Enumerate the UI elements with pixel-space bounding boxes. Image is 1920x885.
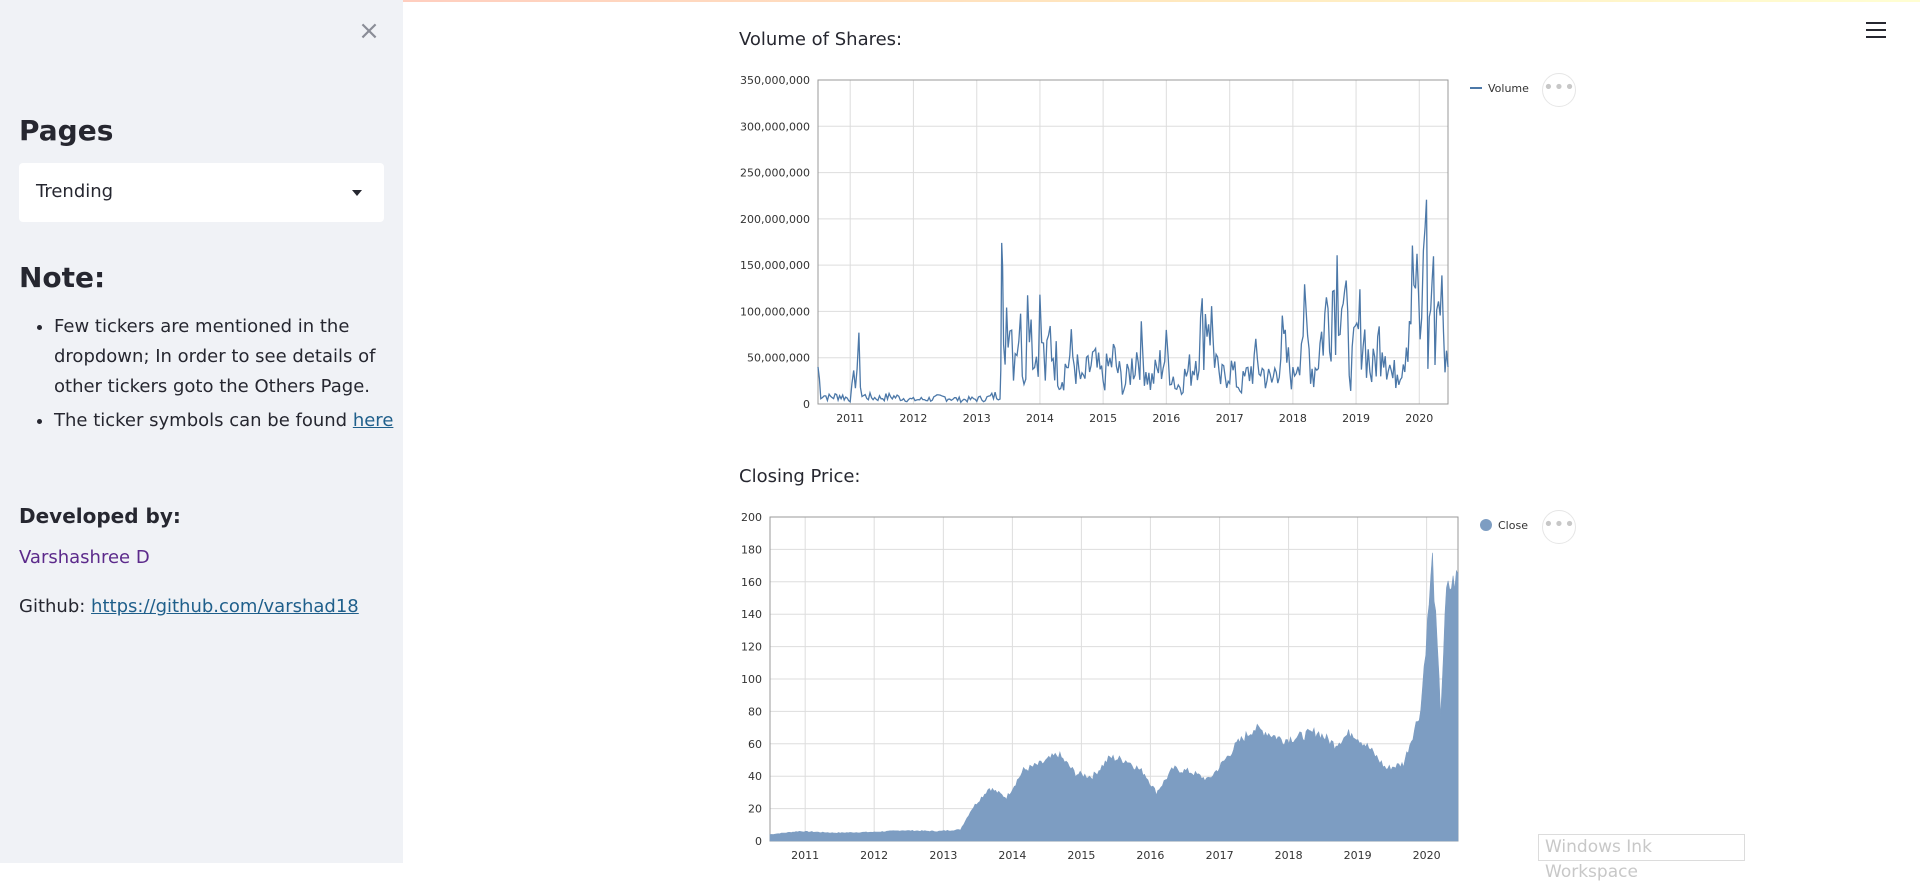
close-chart-more-button[interactable]: •••	[1542, 510, 1576, 544]
more-horizontal-icon: •••	[1543, 77, 1575, 98]
y-tick-label: 80	[748, 705, 762, 718]
plot-frame	[817, 79, 1449, 405]
developed-by-title: Developed by:	[19, 504, 181, 528]
x-tick-label: 2018	[1279, 412, 1307, 425]
y-tick-label: 140	[741, 608, 762, 621]
close-series-area	[769, 552, 1459, 842]
github-line: Github: https://github.com/varshad18	[19, 596, 359, 617]
pages-select[interactable]: Trending	[19, 163, 384, 222]
close-chart: 0 20 40 60 80 100 120 140 160 180 200 2011 2012 2013 2…	[741, 511, 1528, 862]
y-tick-label: 150,000,000	[740, 259, 810, 272]
close-chart-title: Closing Price:	[739, 466, 861, 487]
chevron-down-icon	[352, 190, 362, 196]
top-decoration-bar	[0, 0, 1920, 2]
x-tick-label: 2013	[929, 849, 957, 862]
note-item-text: Few tickers are mentioned in the dropdow…	[54, 316, 376, 397]
y-tick-label: 0	[803, 398, 810, 411]
y-tick-label: 350,000,000	[740, 74, 810, 87]
developer-name: Varshashree D	[19, 547, 150, 568]
hamburger-icon	[1866, 22, 1886, 38]
x-tick-label: 2019	[1344, 849, 1372, 862]
x-tick-label: 2020	[1413, 849, 1441, 862]
legend-label: Volume	[1488, 82, 1529, 95]
x-tick-label: 2014	[998, 849, 1026, 862]
y-tick-label: 100	[741, 673, 762, 686]
y-tick-label: 200	[741, 511, 762, 524]
volume-series-line	[817, 199, 1449, 404]
y-tick-label: 120	[741, 641, 762, 654]
y-tick-label: 100,000,000	[740, 305, 810, 318]
y-tick-label: 200,000,000	[740, 213, 810, 226]
x-tick-label: 2016	[1136, 849, 1164, 862]
volume-chart: 0 50,000,000 100,000,000 150,000,000 200,000…	[740, 74, 1529, 425]
main-menu-button[interactable]	[1866, 22, 1886, 40]
close-icon: ×	[358, 16, 380, 46]
y-tick-label: 50,000,000	[747, 352, 810, 365]
y-tick-label: 250,000,000	[740, 167, 810, 180]
x-tick-label: 2012	[860, 849, 888, 862]
legend-swatch	[1480, 519, 1492, 531]
legend-label: Close	[1498, 519, 1528, 532]
windows-ink-workspace-overlay: Windows Ink Workspace	[1538, 834, 1745, 882]
note-item-text: The ticker symbols can be found	[54, 410, 353, 431]
github-label: Github:	[19, 596, 92, 617]
y-tick-label: 0	[755, 835, 762, 848]
x-tick-label: 2012	[899, 412, 927, 425]
y-tick-label: 40	[748, 770, 762, 783]
sidebar: × Pages Trending Note: Few tickers are m…	[0, 0, 403, 863]
x-tick-label: 2015	[1067, 849, 1095, 862]
x-tick-label: 2013	[963, 412, 991, 425]
y-tick-label: 180	[741, 543, 762, 556]
sidebar-close-button[interactable]: ×	[356, 18, 382, 44]
note-item: The ticker symbols can be found here	[54, 406, 424, 436]
x-tick-label: 2020	[1405, 412, 1433, 425]
x-tick-label: 2014	[1026, 412, 1054, 425]
x-tick-label: 2017	[1206, 849, 1234, 862]
y-tick-label: 20	[748, 803, 762, 816]
volume-chart-more-button[interactable]: •••	[1542, 73, 1576, 107]
ticker-symbols-link[interactable]: here	[352, 410, 394, 431]
note-item: Few tickers are mentioned in the dropdow…	[54, 312, 424, 402]
x-tick-label: 2018	[1275, 849, 1303, 862]
y-tick-label: 60	[748, 738, 762, 751]
pages-select-value: Trending	[36, 181, 114, 202]
x-tick-label: 2017	[1216, 412, 1244, 425]
x-tick-label: 2015	[1089, 412, 1117, 425]
note-list: Few tickers are mentioned in the dropdow…	[19, 312, 424, 440]
pages-title: Pages	[19, 114, 114, 147]
volume-chart-title: Volume of Shares:	[739, 29, 903, 50]
y-tick-label: 300,000,000	[740, 120, 810, 133]
note-title: Note:	[19, 261, 106, 294]
more-horizontal-icon: •••	[1543, 514, 1575, 535]
x-tick-label: 2019	[1342, 412, 1370, 425]
y-tick-label: 160	[741, 576, 762, 589]
x-tick-label: 2011	[791, 849, 819, 862]
x-tick-label: 2016	[1152, 412, 1180, 425]
x-tick-label: 2011	[836, 412, 864, 425]
github-link[interactable]: https://github.com/varshad18	[91, 596, 359, 617]
